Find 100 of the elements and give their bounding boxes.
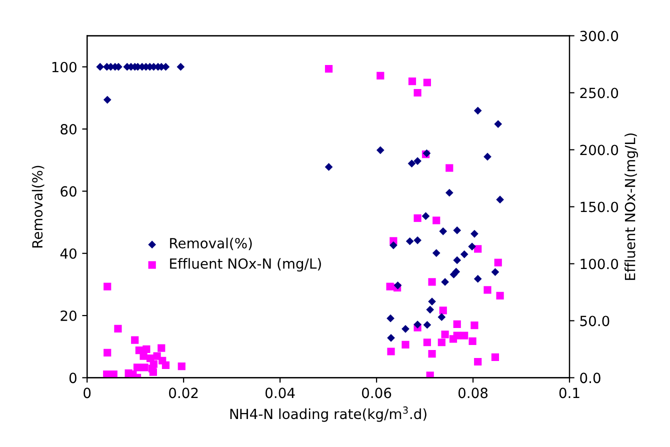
point <box>387 334 395 342</box>
point <box>423 320 432 329</box>
y-tick-label: 20 <box>60 310 76 322</box>
point <box>484 286 492 294</box>
point <box>439 306 447 314</box>
point <box>453 320 461 328</box>
point <box>449 335 458 343</box>
point <box>446 164 454 172</box>
y2-axis-title: Effluent NOx-N(mg/L) <box>624 133 638 280</box>
point <box>386 282 394 290</box>
point <box>158 344 166 352</box>
x-tick-label: 0 <box>84 388 91 398</box>
point <box>426 306 434 314</box>
point <box>408 78 416 86</box>
y2-tick-label: 0.0 <box>580 372 600 384</box>
point <box>423 78 431 86</box>
point <box>178 362 186 370</box>
point <box>484 152 492 161</box>
point <box>406 237 414 246</box>
point <box>414 236 422 244</box>
y2-tick-label: 300.0 <box>580 30 618 42</box>
point <box>453 256 462 264</box>
point <box>131 336 139 344</box>
point <box>414 88 422 97</box>
point <box>103 96 112 104</box>
point <box>96 62 104 71</box>
point <box>468 337 476 346</box>
point <box>176 62 185 71</box>
point <box>438 338 446 346</box>
point <box>474 358 482 366</box>
legend-label: Removal(%) <box>170 238 252 250</box>
point <box>491 353 500 361</box>
point <box>468 242 476 250</box>
y-tick-label: 0 <box>69 372 76 384</box>
point <box>414 157 422 165</box>
point <box>474 274 482 283</box>
point <box>376 72 384 80</box>
y-axis-title: Removal(%) <box>32 166 44 248</box>
x-tick-label: 0.02 <box>169 388 198 398</box>
y-tick-label: 60 <box>60 186 76 197</box>
point <box>470 230 478 238</box>
point <box>162 361 170 369</box>
point <box>402 340 410 348</box>
y2-tick-label: 150.0 <box>580 202 618 212</box>
point <box>494 120 502 128</box>
point <box>414 320 422 328</box>
x-tick-label: 0.04 <box>266 388 295 398</box>
point <box>324 163 333 171</box>
y2-tick-label: 200.0 <box>580 144 618 156</box>
point <box>428 298 436 306</box>
x-tick-label: 0.1 <box>559 388 580 398</box>
point <box>149 368 157 376</box>
point <box>453 226 462 234</box>
point <box>423 338 431 346</box>
y2-tick-label: 100.0 <box>580 258 618 270</box>
point <box>414 214 422 222</box>
point <box>474 106 482 115</box>
point <box>140 352 148 360</box>
y2-tick-label: 250.0 <box>580 88 618 98</box>
point <box>460 332 468 340</box>
point <box>140 364 148 372</box>
point <box>460 250 468 258</box>
point <box>491 268 500 276</box>
point <box>441 330 449 338</box>
point <box>142 345 150 354</box>
point <box>428 350 436 358</box>
point <box>389 241 398 250</box>
point <box>496 196 504 204</box>
point <box>376 146 384 154</box>
point <box>445 188 454 197</box>
legend-label: Effluent NOx-N (mg/L) <box>170 258 321 272</box>
point <box>496 292 504 300</box>
y-tick-label: 100 <box>52 62 76 72</box>
point <box>386 314 394 322</box>
point <box>387 348 395 356</box>
point <box>450 270 458 278</box>
x-axis-title: NH4-N loading rate(kg/m$^{3}$.d) <box>230 406 426 422</box>
point <box>432 216 440 224</box>
point <box>402 324 410 333</box>
y-tick-label: 80 <box>60 124 76 134</box>
point <box>104 282 112 290</box>
point <box>408 160 416 168</box>
y-tick-label: 40 <box>60 248 76 259</box>
x-tick-label: 0.08 <box>458 388 488 398</box>
point <box>441 278 449 286</box>
point <box>432 249 440 257</box>
point <box>394 281 402 290</box>
point <box>494 258 502 266</box>
point <box>104 348 112 356</box>
point <box>470 321 478 330</box>
point <box>422 212 430 220</box>
point <box>439 227 448 236</box>
point <box>428 278 436 286</box>
point <box>474 245 482 253</box>
x-tick-label: 0.06 <box>362 388 392 398</box>
y2-tick-label: 50.0 <box>580 316 610 326</box>
point <box>438 313 446 322</box>
point <box>114 324 122 333</box>
point <box>133 364 142 372</box>
point <box>324 65 333 73</box>
